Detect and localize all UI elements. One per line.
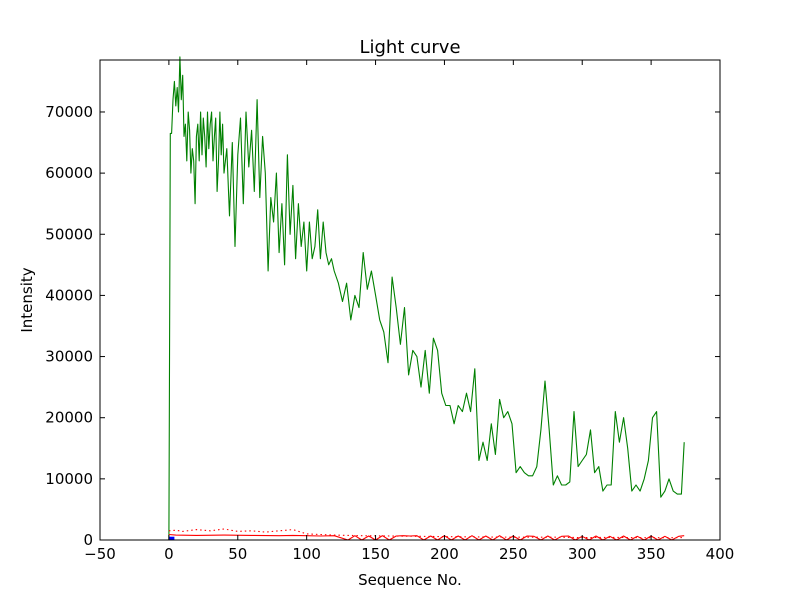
x-tick-label: 100 (292, 545, 321, 563)
x-tick-label: 350 (637, 545, 666, 563)
y-tick-label: 50000 (45, 225, 93, 243)
x-tick-label: 300 (568, 545, 597, 563)
ticks-layer: −50 0 50 100 150 200 250 300 350 4000100002000030… (45, 60, 734, 563)
x-tick-label: 50 (228, 545, 247, 563)
y-tick-label: 70000 (45, 103, 93, 121)
x-tick-label: −50 (84, 545, 116, 563)
y-tick-label: 60000 (45, 164, 93, 182)
y-axis-label: Intensity (18, 267, 36, 332)
x-tick-label: 400 (706, 545, 735, 563)
y-tick-label: 40000 (45, 286, 93, 304)
x-axis-label: Sequence No. (358, 571, 462, 589)
x-tick-label: 150 (361, 545, 390, 563)
x-tick-label: 200 (430, 545, 459, 563)
y-tick-label: 20000 (45, 409, 93, 427)
y-tick-label: 10000 (45, 470, 93, 488)
series-line-2 (168, 533, 685, 541)
plot-frame (99, 59, 721, 541)
y-tick-label: 30000 (45, 348, 93, 366)
chart-title: Light curve (359, 37, 460, 58)
x-tick-label: 250 (499, 545, 528, 563)
series-line-1 (168, 56, 685, 541)
y-tick-label: 0 (83, 531, 93, 549)
series-layer (168, 56, 685, 541)
x-tick-label: 0 (164, 545, 174, 563)
series-line-3 (168, 528, 685, 539)
